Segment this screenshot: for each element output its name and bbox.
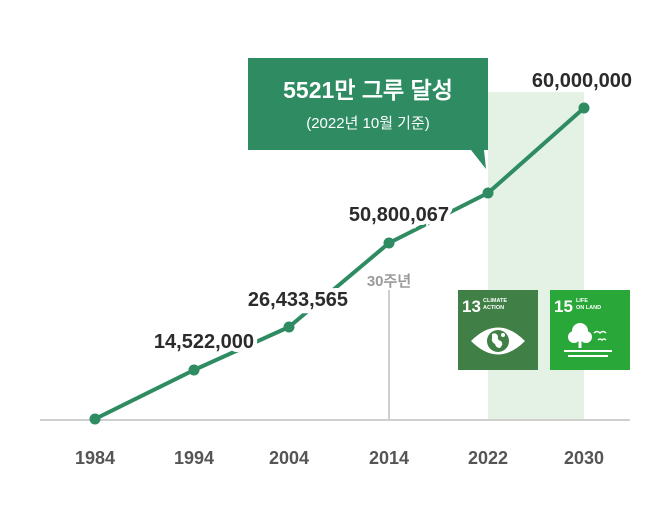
callout-subtitle: (2022년 10월 기준) <box>306 115 430 132</box>
callout: 5521만 그루 달성 (2022년 10월 기준) <box>248 58 488 169</box>
callout-title: 5521만 그루 달성 <box>283 77 453 103</box>
sdg-15-tile: 15 LIFE ON LAND <box>550 290 630 370</box>
sdg-15-number: 15 <box>554 297 573 316</box>
data-point-2022 <box>482 187 494 199</box>
data-point-2004 <box>283 321 295 333</box>
series-line <box>94 106 586 421</box>
sdg-13-label-1: CLIMATE <box>483 298 507 304</box>
callout-box <box>248 58 488 169</box>
x-tick-1994: 1994 <box>174 448 214 468</box>
data-point-2014 <box>383 237 395 249</box>
sdg-13-number: 13 <box>462 297 481 316</box>
sdg-15-label-1: LIFE <box>576 298 588 304</box>
data-point-1984 <box>89 413 101 425</box>
eye-globe-icon <box>471 327 525 355</box>
data-point-1994 <box>188 364 200 376</box>
sdg-13-tile: 13 CLIMATE ACTION <box>458 290 538 370</box>
x-tick-2014: 2014 <box>369 448 409 468</box>
data-label-2004: 26,433,565 <box>248 289 348 311</box>
data-label-2030: 60,000,000 <box>532 70 632 92</box>
highlight-band <box>488 92 584 420</box>
data-label-1994: 14,522,000 <box>154 331 254 353</box>
sdg-13-label-2: ACTION <box>483 305 504 311</box>
data-point-2030 <box>578 102 590 114</box>
x-tick-2030: 2030 <box>564 448 604 468</box>
sdg-15-label-2: ON LAND <box>576 305 601 311</box>
annotation-label: 30주년 <box>367 273 411 290</box>
x-tick-2004: 2004 <box>269 448 309 468</box>
tree-birds-icon <box>564 323 612 357</box>
data-label-2014: 50,800,067 <box>349 204 449 226</box>
x-tick-1984: 1984 <box>75 448 115 468</box>
x-tick-2022: 2022 <box>468 448 508 468</box>
